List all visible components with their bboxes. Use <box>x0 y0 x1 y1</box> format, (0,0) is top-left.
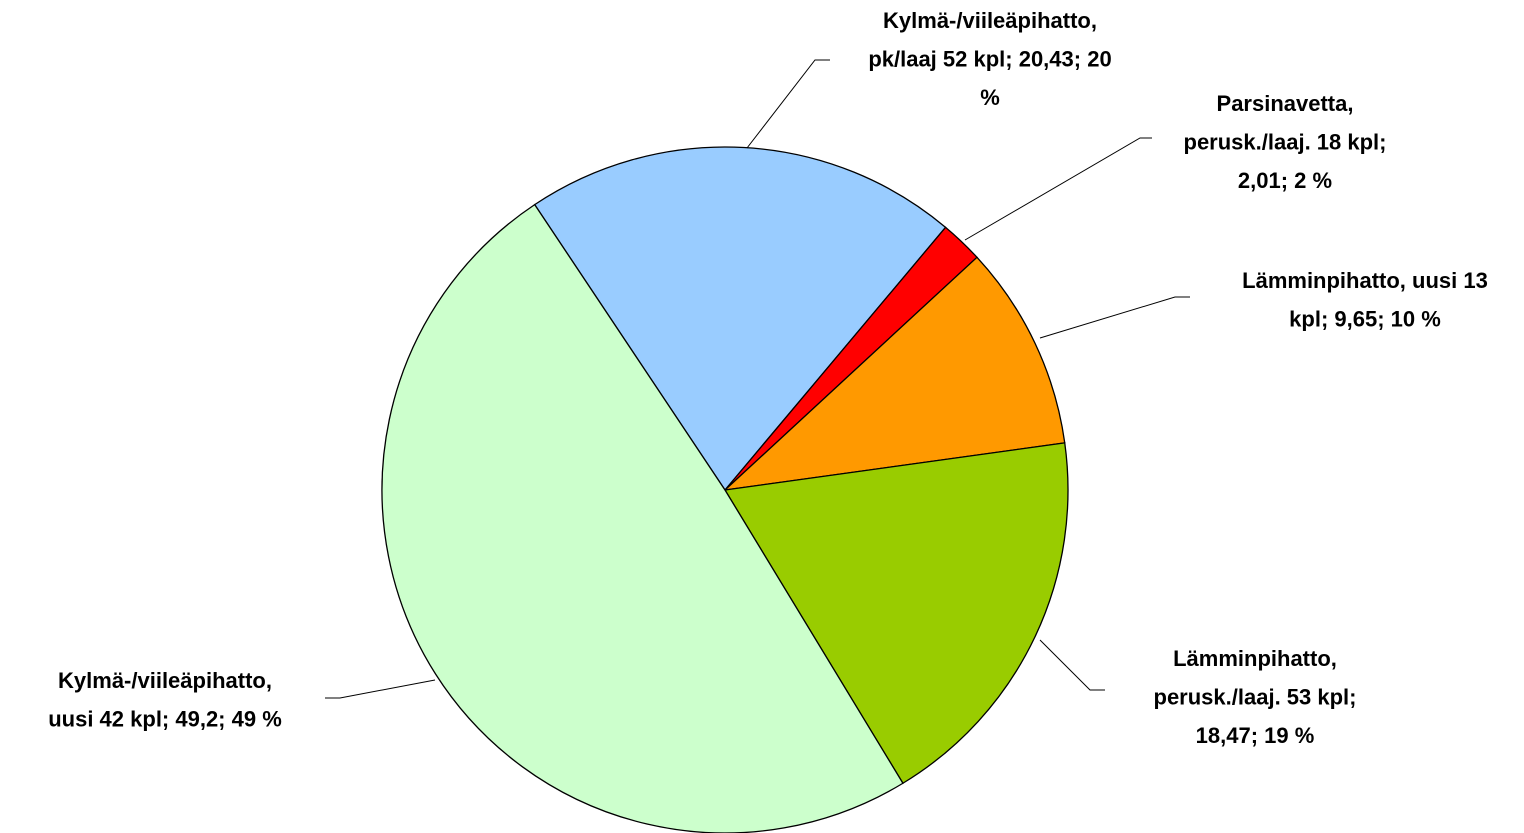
data-label: Kylmä-/viileäpihatto, <box>58 668 272 693</box>
data-label: Lämminpihatto, <box>1173 646 1337 671</box>
leader-line <box>746 59 830 149</box>
pie-slice <box>381 203 904 833</box>
data-label: 2,01; 2 % <box>1238 168 1332 193</box>
pie-slice <box>723 256 1066 491</box>
data-label: kpl; 9,65; 10 % <box>1289 306 1441 331</box>
data-label: pk/laaj 52 kpl; 20,43; 20 <box>868 46 1111 71</box>
leader-line <box>1039 639 1105 691</box>
leader-line <box>964 137 1152 241</box>
leader-line <box>1039 296 1190 339</box>
data-label: Parsinavetta, <box>1217 91 1354 116</box>
data-label: perusk./laaj. 18 kpl; <box>1184 129 1387 154</box>
data-label: Lämminpihatto, uusi 13 <box>1242 268 1488 293</box>
data-label: perusk./laaj. 53 kpl; <box>1154 684 1357 709</box>
pie-slice <box>533 146 947 492</box>
pie-slice <box>723 442 1069 785</box>
data-label: % <box>980 85 1000 110</box>
leader-line <box>325 679 436 699</box>
data-label: uusi 42 kpl; 49,2; 49 % <box>48 706 282 731</box>
data-label: 18,47; 19 % <box>1196 723 1315 748</box>
data-label: Kylmä-/viileäpihatto, <box>883 8 1097 33</box>
